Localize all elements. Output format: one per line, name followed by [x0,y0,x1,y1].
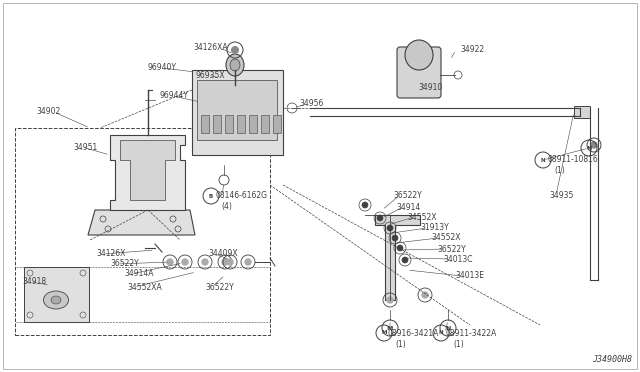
Bar [237,115,245,133]
Circle shape [167,259,173,265]
Bar [249,115,257,133]
Text: 31913Y: 31913Y [420,224,449,232]
Text: 96935X: 96935X [195,71,225,80]
Circle shape [222,259,228,265]
Bar [213,115,221,133]
Polygon shape [120,140,175,200]
Text: M: M [381,330,387,336]
Circle shape [591,142,597,148]
Text: N: N [541,157,545,163]
Bar [197,80,277,140]
Ellipse shape [230,59,240,71]
Bar [192,70,283,155]
Text: 36522Y: 36522Y [437,244,466,253]
Text: 08911-10816: 08911-10816 [547,155,598,164]
Text: 34902: 34902 [36,108,60,116]
Text: 34409X: 34409X [208,250,237,259]
Ellipse shape [226,54,244,76]
Text: 34951: 34951 [73,142,97,151]
Bar [225,115,233,133]
Text: N: N [445,326,451,330]
Bar [201,115,209,133]
Text: (4): (4) [221,202,232,212]
Text: 08911-3422A: 08911-3422A [445,328,496,337]
Bar [15,128,270,335]
Text: 96944Y: 96944Y [160,92,189,100]
Text: 34552XA: 34552XA [127,282,162,292]
Bar [574,106,590,118]
Bar [24,267,89,322]
Ellipse shape [51,296,61,304]
Text: 36522Y: 36522Y [393,190,422,199]
Ellipse shape [405,40,433,70]
Circle shape [402,257,408,263]
Ellipse shape [44,291,68,309]
Text: M: M [387,326,393,330]
FancyBboxPatch shape [397,47,441,98]
Circle shape [227,259,233,265]
Text: B: B [209,193,213,199]
Text: 34918: 34918 [22,278,46,286]
Text: 34935: 34935 [549,190,573,199]
Circle shape [362,202,368,208]
Text: 34552X: 34552X [431,234,461,243]
Text: 34552X: 34552X [407,212,436,221]
Text: 08146-6162G: 08146-6162G [215,192,267,201]
Text: 08916-3421A: 08916-3421A [388,328,440,337]
Text: J34900H8: J34900H8 [592,355,632,364]
Text: (1): (1) [395,340,406,349]
Text: 34914A: 34914A [124,269,154,279]
Bar [273,115,281,133]
Polygon shape [88,210,195,235]
Circle shape [245,259,251,265]
Text: 34013E: 34013E [455,272,484,280]
Text: N: N [438,330,444,336]
Text: 34956: 34956 [299,99,323,109]
Polygon shape [375,215,420,300]
Text: (1): (1) [554,167,564,176]
Text: 34126X: 34126X [96,250,125,259]
Circle shape [202,259,208,265]
Circle shape [377,215,383,221]
Circle shape [231,46,239,54]
Text: N: N [586,145,592,151]
Circle shape [387,225,393,231]
Text: 36522Y: 36522Y [205,282,234,292]
Circle shape [182,259,188,265]
Text: 96940Y: 96940Y [148,64,177,73]
Circle shape [392,235,398,241]
Text: (1): (1) [453,340,464,349]
Text: 34922: 34922 [460,45,484,55]
Text: 34126XA: 34126XA [193,44,228,52]
Circle shape [397,245,403,251]
Text: 34910: 34910 [418,83,442,92]
Circle shape [422,292,428,298]
Text: 36522Y: 36522Y [110,260,139,269]
Text: 34914: 34914 [396,202,420,212]
Bar [261,115,269,133]
Polygon shape [110,135,185,210]
Circle shape [387,297,393,303]
Text: 34013C: 34013C [443,254,472,263]
